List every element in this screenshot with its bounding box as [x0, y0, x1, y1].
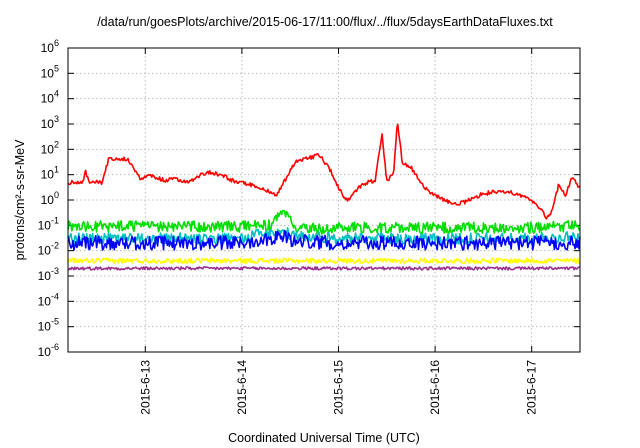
plot-frame: [67, 47, 581, 353]
y-tick-label: 10-1: [38, 215, 59, 232]
y-tick-label: 10-5: [38, 317, 59, 334]
y-tick-label: 106: [41, 38, 59, 55]
x-tick-label: 2015-6-15: [331, 360, 345, 415]
y-tick-label: 10-2: [38, 241, 59, 258]
x-tick-label: 2015-6-17: [525, 360, 539, 415]
x-tick-label: 2015-6-13: [138, 360, 152, 415]
series-line: [67, 229, 581, 251]
y-tick-label: 100: [41, 190, 59, 207]
y-tick-label: 103: [41, 114, 59, 131]
y-tick-label: 10-4: [38, 291, 59, 308]
y-tick-label: 104: [41, 89, 59, 106]
y-tick-label: 10-6: [38, 342, 59, 359]
x-tick-labels: 2015-6-13 2015-6-14 2015-6-15 2015-6-16 2015…: [138, 360, 538, 415]
series-line: [67, 257, 581, 265]
chart-title: /data/run/goesPlots/archive/2015-06-17/1…: [97, 15, 553, 29]
series-line: [67, 227, 581, 245]
y-axis-label: protons/cm²-s-sr-MeV: [13, 139, 27, 261]
x-tick-label: 2015-6-16: [428, 360, 442, 415]
y-tick-label: 105: [41, 63, 59, 80]
grid: [68, 48, 580, 352]
series-line: [67, 209, 581, 235]
x-axis-label: Coordinated Universal Time (UTC): [228, 431, 420, 445]
series-line: [67, 266, 581, 271]
series-line: [67, 123, 581, 220]
y-tick-label: 102: [41, 139, 59, 156]
y-tick-label: 101: [41, 165, 59, 182]
y-tick-label: 10-3: [38, 266, 59, 283]
x-tick-label: 2015-6-14: [235, 360, 249, 415]
data-series: [67, 123, 581, 271]
y-tick-labels: 10-6 10-5 10-4 10-3 10-2 10-1 100 101 102 103 104 1…: [38, 38, 59, 359]
